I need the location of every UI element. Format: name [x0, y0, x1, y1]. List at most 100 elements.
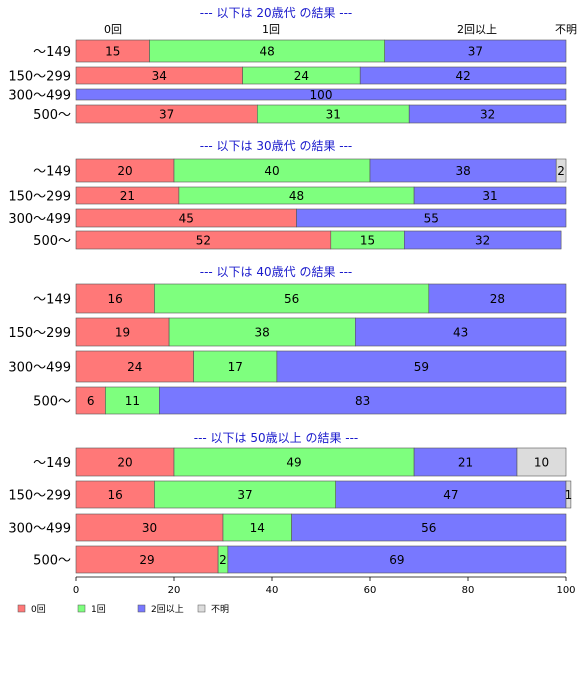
x-tick-label-5: 100 — [556, 585, 575, 596]
bar-segment-3-0-2 — [413, 447, 518, 477]
value-label-2-0-2: 28 — [490, 292, 505, 306]
value-label-0-1-1: 24 — [294, 69, 309, 83]
row-label-2-3: 500～ — [33, 395, 71, 410]
bar-segment-1-3-2 — [403, 230, 562, 250]
row-label-0-3: 500～ — [33, 108, 71, 123]
value-label-3-0-1: 49 — [286, 456, 301, 470]
value-label-1-3-2: 32 — [475, 234, 490, 248]
bar-segment-2-0-0 — [75, 283, 155, 314]
value-label-1-3-0: 52 — [196, 234, 211, 248]
bar-segment-3-0-0 — [75, 447, 175, 477]
bar-segment-3-2-1 — [222, 513, 292, 542]
value-label-3-3-1: 2 — [219, 553, 227, 567]
bar-segment-3-2-2 — [291, 513, 567, 542]
bar-segment-3-3-2 — [227, 545, 567, 574]
bar-segment-2-1-1 — [168, 317, 356, 347]
bar-segment-2-3-1 — [105, 386, 160, 415]
value-label-0-0-1: 48 — [259, 45, 274, 59]
bar-segment-0-2-2 — [75, 88, 567, 101]
group-title-0: --- 以下は 20歳代 の結果 --- — [200, 6, 353, 20]
row-label-3-0: ～149 — [33, 456, 71, 471]
legend-swatch-3 — [197, 604, 206, 613]
value-label-3-0-2: 21 — [458, 456, 473, 470]
legend-swatch-1 — [77, 604, 86, 613]
value-label-1-2-2: 55 — [424, 212, 439, 226]
group-title-2: --- 以下は 40歳代 の結果 --- — [200, 265, 353, 279]
x-tick-label-4: 80 — [462, 585, 475, 596]
category-header-3: 不明 — [555, 23, 577, 36]
value-label-2-2-0: 24 — [127, 360, 142, 374]
value-label-1-1-1: 48 — [289, 189, 304, 203]
value-label-2-1-1: 38 — [255, 326, 270, 340]
value-label-0-3-2: 32 — [480, 108, 495, 122]
value-label-0-2-2: 100 — [310, 88, 333, 102]
value-label-1-0-2: 38 — [455, 164, 470, 178]
value-label-2-2-1: 17 — [228, 360, 243, 374]
value-label-2-3-1: 11 — [125, 394, 140, 408]
legend-label-0: 0回 — [31, 604, 46, 615]
x-tick-label-0: 0 — [73, 585, 79, 596]
value-label-2-2-2: 59 — [414, 360, 429, 374]
value-label-2-1-0: 19 — [115, 326, 130, 340]
bar-segment-3-3-0 — [75, 545, 219, 574]
row-label-3-2: 300～499 — [8, 522, 71, 537]
value-label-2-3-2: 83 — [355, 394, 370, 408]
bar-segment-2-1-2 — [354, 317, 567, 347]
value-label-2-0-0: 16 — [108, 292, 123, 306]
legend-label-2: 2回以上 — [151, 604, 184, 615]
bar-segment-3-1-0 — [75, 480, 155, 509]
row-label-1-2: 300～499 — [8, 212, 71, 227]
bar-segment-1-0-3 — [555, 158, 567, 183]
bar-segment-0-1-2 — [359, 66, 567, 85]
value-label-3-1-1: 37 — [237, 488, 252, 502]
row-label-0-2: 300～499 — [8, 89, 71, 104]
value-label-0-1-0: 34 — [152, 69, 167, 83]
legend-swatch-2 — [137, 604, 146, 613]
bar-segment-2-3-2 — [159, 386, 567, 415]
legend-label-1: 1回 — [91, 604, 106, 615]
row-label-2-0: ～149 — [33, 293, 71, 308]
value-label-0-1-2: 42 — [455, 69, 470, 83]
bar-segment-1-1-2 — [413, 186, 567, 205]
bar-segment-3-2-0 — [75, 513, 224, 542]
value-label-0-3-0: 37 — [159, 108, 174, 122]
category-header-2: 2回以上 — [457, 23, 497, 36]
value-label-3-0-0: 20 — [117, 456, 132, 470]
row-label-3-3: 500～ — [33, 554, 71, 569]
x-tick-label-3: 60 — [364, 585, 377, 596]
row-label-0-1: 150～299 — [8, 70, 71, 85]
value-label-3-3-0: 29 — [139, 553, 154, 567]
x-tick-label-2: 40 — [266, 585, 279, 596]
x-tick-label-1: 20 — [168, 585, 181, 596]
value-label-1-0-0: 20 — [117, 164, 132, 178]
bar-segment-3-0-3 — [516, 447, 567, 477]
category-header-1: 1回 — [262, 23, 280, 36]
value-label-2-0-1: 56 — [284, 292, 299, 306]
group-title-1: --- 以下は 30歳代 の結果 --- — [200, 139, 353, 153]
value-label-1-0-1: 40 — [264, 164, 279, 178]
value-label-1-1-0: 21 — [120, 189, 135, 203]
value-label-3-1-2: 47 — [443, 488, 458, 502]
bar-segment-3-1-3 — [565, 480, 572, 509]
value-label-1-1-2: 31 — [482, 189, 497, 203]
bar-segment-2-2-0 — [75, 350, 194, 383]
value-label-1-2-0: 45 — [179, 212, 194, 226]
bar-segment-2-1-0 — [75, 317, 170, 347]
value-label-3-2-1: 14 — [250, 521, 265, 535]
value-label-2-1-2: 43 — [453, 326, 468, 340]
value-label-1-0-3: 2 — [557, 164, 565, 178]
bar-segment-3-1-2 — [335, 480, 567, 509]
bar-segment-2-2-2 — [276, 350, 567, 383]
row-label-1-1: 150～299 — [8, 190, 71, 205]
bar-segment-2-0-2 — [428, 283, 567, 314]
value-label-0-0-2: 37 — [468, 45, 483, 59]
bar-segment-3-1-1 — [154, 480, 336, 509]
value-label-3-2-0: 30 — [142, 521, 157, 535]
value-label-3-3-2: 69 — [389, 553, 404, 567]
row-label-0-0: ～149 — [33, 45, 71, 60]
row-label-1-3: 500～ — [33, 234, 71, 249]
value-label-3-1-0: 16 — [108, 488, 123, 502]
legend-label-3: 不明 — [211, 604, 229, 615]
row-label-3-1: 150～299 — [8, 489, 71, 504]
